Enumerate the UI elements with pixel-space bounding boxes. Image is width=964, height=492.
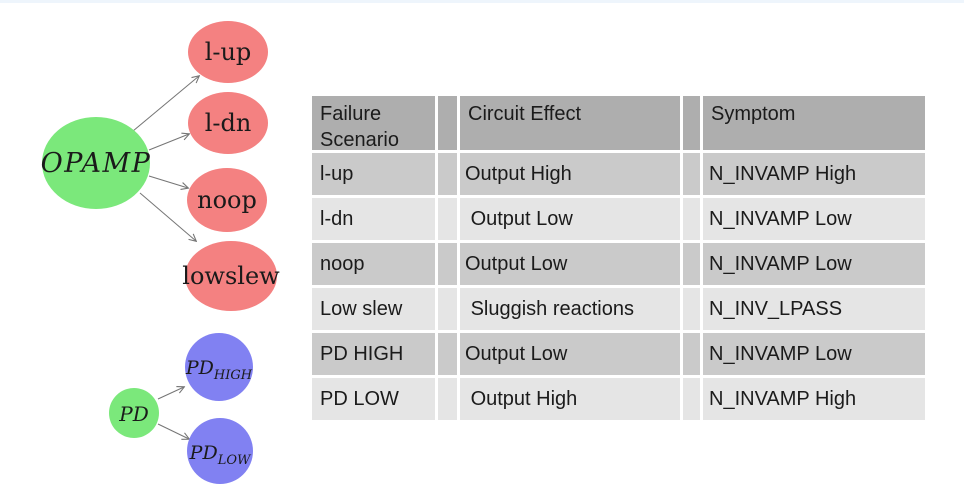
pd-low-node [187, 418, 253, 484]
table-row-spacer [438, 333, 457, 375]
ldn-node [188, 92, 268, 154]
table-row-effect: Sluggish reactions [460, 288, 680, 330]
pd-node-label: PD [118, 402, 149, 426]
table-row-spacer [683, 333, 700, 375]
lup-node-label: l-up [205, 38, 252, 66]
table-row-effect: Output High [460, 153, 680, 195]
table-row-symptom: N_INVAMP High [703, 378, 925, 420]
pd-low-node-label: PDLOW [189, 442, 252, 468]
edge-opamp-noop [148, 175, 188, 188]
table-row-effect: Output Low [460, 243, 680, 285]
table-row-spacer [438, 288, 457, 330]
table-row-effect: Output High [460, 378, 680, 420]
table-row-spacer [683, 198, 700, 240]
table-row-spacer [438, 153, 457, 195]
table-row-symptom: N_INVAMP Low [703, 198, 925, 240]
table-row-symptom: N_INV_LPASS [703, 288, 925, 330]
pd-high-node-label: PDHIGH [185, 357, 253, 383]
opamp-node [42, 117, 150, 209]
table-row-symptom: N_INVAMP Low [703, 333, 925, 375]
lowslew-node-label: lowslew [182, 262, 280, 290]
ldn-node-label: l-dn [205, 109, 252, 137]
header-spacer-2 [683, 96, 700, 150]
table-row-spacer [683, 153, 700, 195]
header-spacer-1 [438, 96, 457, 150]
table-row-spacer [683, 288, 700, 330]
edge-opamp-lowslew [139, 192, 196, 241]
table-row-scenario: noop [312, 243, 435, 285]
lup-node [188, 21, 268, 83]
opamp-node-label: OPAMP [41, 148, 152, 179]
table-row-scenario: l-up [312, 153, 435, 195]
table-row-spacer [438, 198, 457, 240]
table-row-scenario: l-dn [312, 198, 435, 240]
table-row-scenario: PD HIGH [312, 333, 435, 375]
edge-opamp-ldn [148, 134, 189, 151]
pd-node [109, 388, 159, 438]
lowslew-node [185, 241, 277, 311]
header-failure-scenario: Failure Scenario [312, 96, 435, 151]
table-row-symptom: N_INVAMP Low [703, 243, 925, 285]
window-top-edge [0, 0, 964, 3]
failure-scenario-table: Failure Scenario Circuit Effect Symptom … [312, 96, 925, 420]
noop-node [187, 168, 267, 232]
table-row-effect: Output Low [460, 333, 680, 375]
fault-tree-diagram: OPAMP l-up l-dn noop lowslew PD PDHIGH P… [41, 21, 280, 484]
table-row-symptom: N_INVAMP High [703, 153, 925, 195]
table-row-spacer [438, 243, 457, 285]
edge-pd-low [157, 423, 189, 439]
table-row-effect: Output Low [460, 198, 680, 240]
edge-pd-high [157, 387, 184, 400]
edge-opamp-lup [132, 76, 199, 132]
header-symptom: Symptom [703, 96, 925, 150]
table-row-spacer [438, 378, 457, 420]
table-row-scenario: PD LOW [312, 378, 435, 420]
table-row-spacer [683, 243, 700, 285]
table-row-scenario: Low slew [312, 288, 435, 330]
noop-node-label: noop [197, 186, 257, 214]
header-circuit-effect: Circuit Effect [460, 96, 680, 150]
pd-high-node [185, 333, 253, 401]
table-row-spacer [683, 378, 700, 420]
